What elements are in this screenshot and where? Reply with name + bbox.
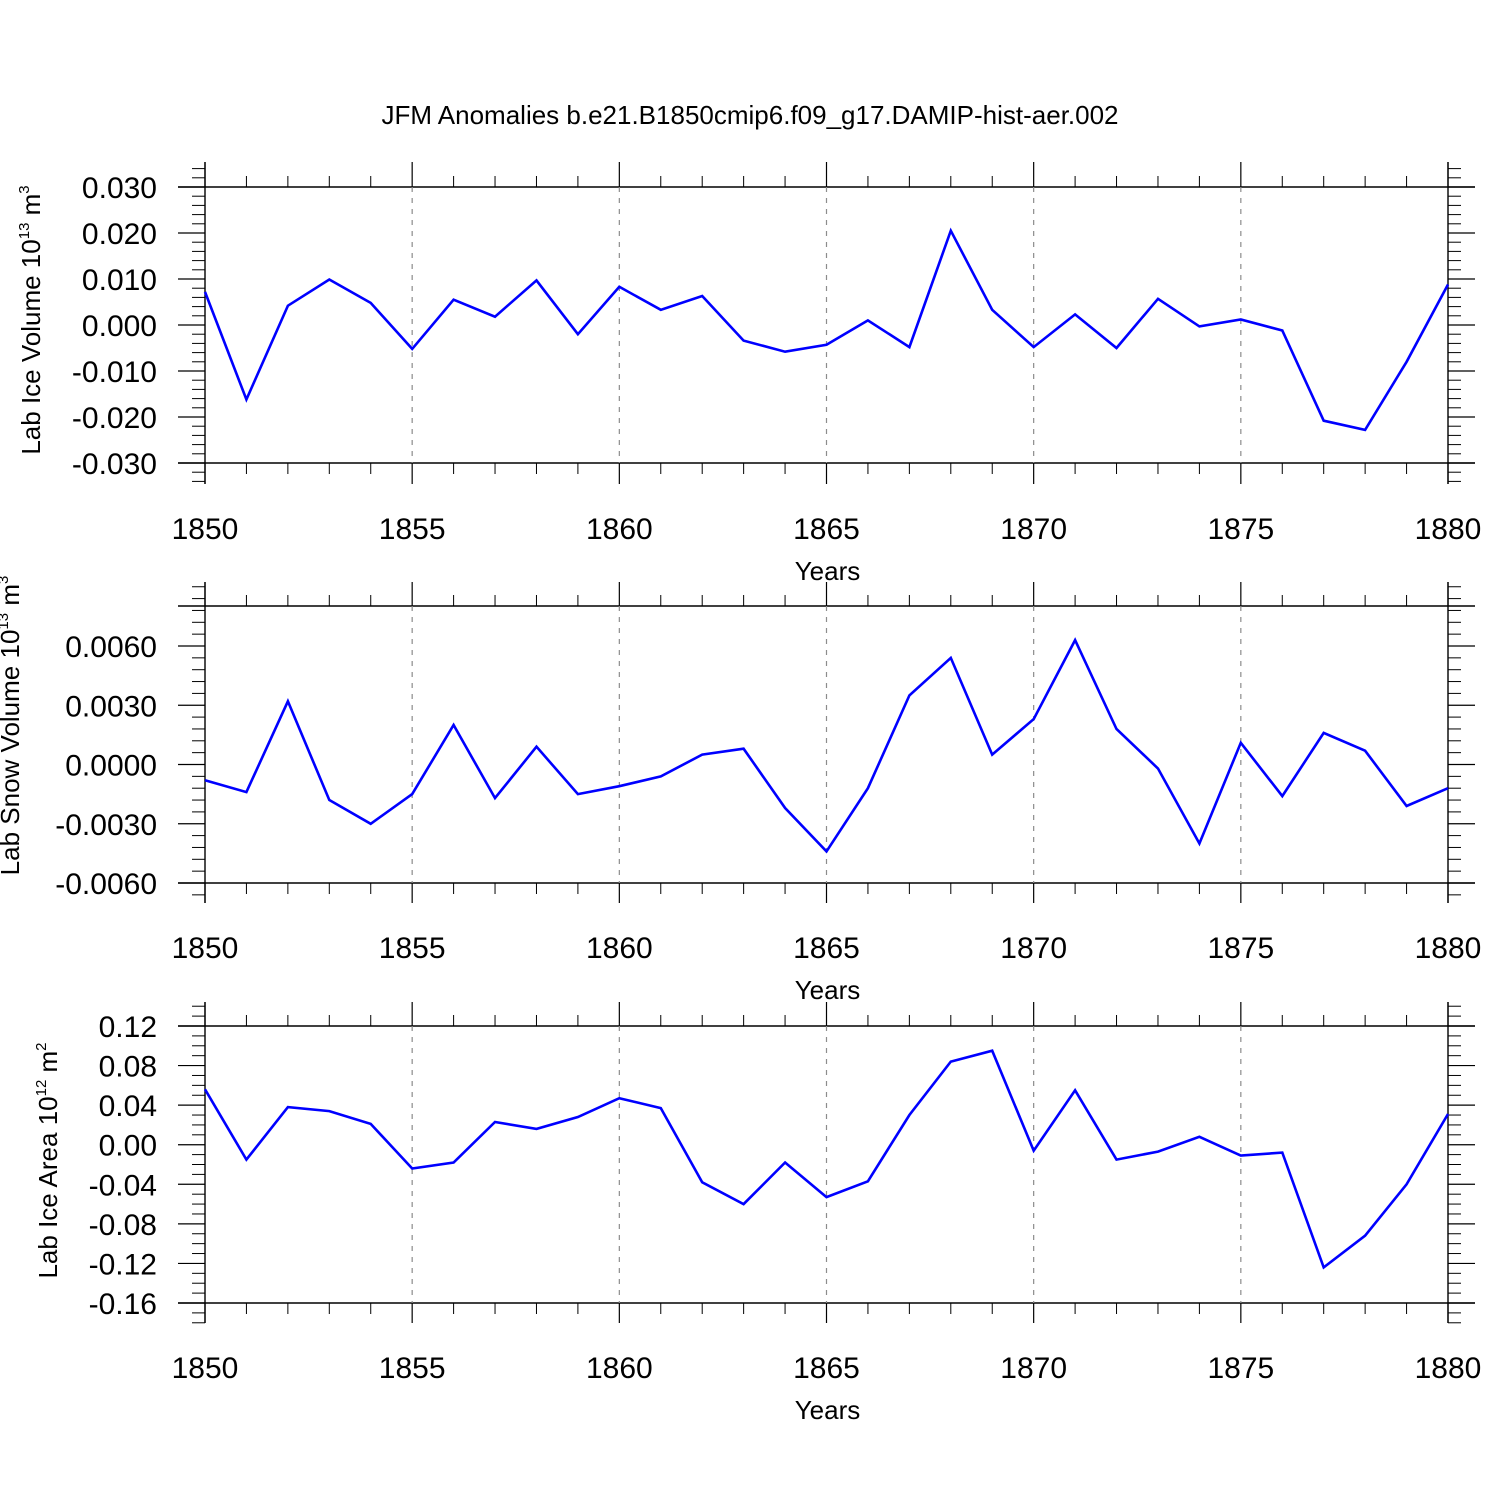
x-tick-label: 1860 [586,513,653,546]
x-tick-label: 1870 [1000,1352,1067,1385]
panel-2: 1850 1855 1860 1865 1870 1875 1880 0.0060 0.0030… [0,576,1481,1005]
y-axis-label-text: Lab Snow Volume 10 [0,630,25,876]
x-tick-label: 1860 [586,1352,653,1385]
panels: 1850 1855 1860 1865 1870 1875 1880 0.030 0.020 0.… [0,162,1481,1425]
x-axis-label: Years [795,556,861,586]
y-tick-label: 0.12 [99,1011,157,1044]
x-tick-label: 1870 [1000,932,1067,965]
y-axis-label-text: m [33,1051,63,1080]
y-tick-label: 0.0030 [65,690,157,723]
x-tick-label: 1850 [172,1352,239,1385]
y-tick-label: -0.0060 [55,868,157,901]
panel-1: 1850 1855 1860 1865 1870 1875 1880 0.030 0.020 0.… [16,162,1481,586]
y-tick-label: -0.12 [89,1248,157,1281]
y-tick-label: -0.030 [72,448,157,481]
y-axis-label-superscript: 2 [33,1042,50,1050]
x-tick-label: 1870 [1000,513,1067,546]
main-title: JFM Anomalies b.e21.B1850cmip6.f09_g17.D… [381,100,1118,130]
y-axis-label: Lab Ice Volume 1013 m3 [16,185,46,454]
y-tick-label: 0.0060 [65,631,157,664]
y-tick-label: 0.000 [82,310,157,343]
y-tick-label: 0.0000 [65,750,157,783]
x-axis-label: Years [795,975,861,1005]
x-tick-label: 1855 [379,932,446,965]
y-tick-label: 0.020 [82,218,157,251]
y-axis-label-superscript: 13 [16,223,33,240]
x-tick-label: 1865 [793,1352,860,1385]
y-tick-label: 0.04 [99,1090,157,1123]
x-tick-label: 1880 [1415,513,1482,546]
panel-3: 1850 1855 1860 1865 1870 1875 1880 0.12 0.08 0.04… [33,1002,1481,1425]
y-axis-label-superscript: 12 [33,1080,50,1097]
x-tick-label: 1865 [793,932,860,965]
y-axis-label: Lab Snow Volume 1013 m3 [0,576,25,876]
x-tick-label: 1875 [1207,932,1274,965]
x-tick-label: 1865 [793,513,860,546]
y-axis-label-text: m [0,584,25,613]
x-axis-label: Years [795,1395,861,1425]
y-axis-label-superscript: 13 [0,613,12,630]
y-axis-label-text: Lab Ice Volume 10 [16,239,46,454]
y-tick-label: -0.020 [72,402,157,435]
y-axis-label-superscript: 3 [0,576,12,584]
series-line [203,227,1450,432]
x-tick-label: 1855 [379,513,446,546]
y-axis-label-text: m [16,194,46,223]
y-axis-label: Lab Ice Area 1012 m2 [33,1042,63,1278]
y-axis-label-superscript: 3 [16,185,33,193]
y-tick-label: -0.16 [89,1288,157,1321]
x-tick-label: 1875 [1207,513,1274,546]
y-tick-label: -0.0030 [55,809,157,842]
x-tick-label: 1880 [1415,932,1482,965]
series-line [203,1049,1450,1270]
x-tick-label: 1855 [379,1352,446,1385]
y-tick-label: 0.08 [99,1051,157,1084]
x-tick-label: 1875 [1207,1352,1274,1385]
x-tick-label: 1880 [1415,1352,1482,1385]
y-tick-label: -0.010 [72,356,157,389]
x-tick-label: 1850 [172,932,239,965]
y-tick-label: 0.010 [82,264,157,297]
x-tick-label: 1860 [586,932,653,965]
y-tick-label: 0.00 [99,1130,157,1163]
x-tick-label: 1850 [172,513,239,546]
y-axis-label-text: Lab Ice Area 10 [33,1096,63,1278]
y-tick-label: -0.08 [89,1209,157,1242]
y-tick-label: -0.04 [89,1169,157,1202]
y-tick-label: 0.030 [82,172,157,205]
